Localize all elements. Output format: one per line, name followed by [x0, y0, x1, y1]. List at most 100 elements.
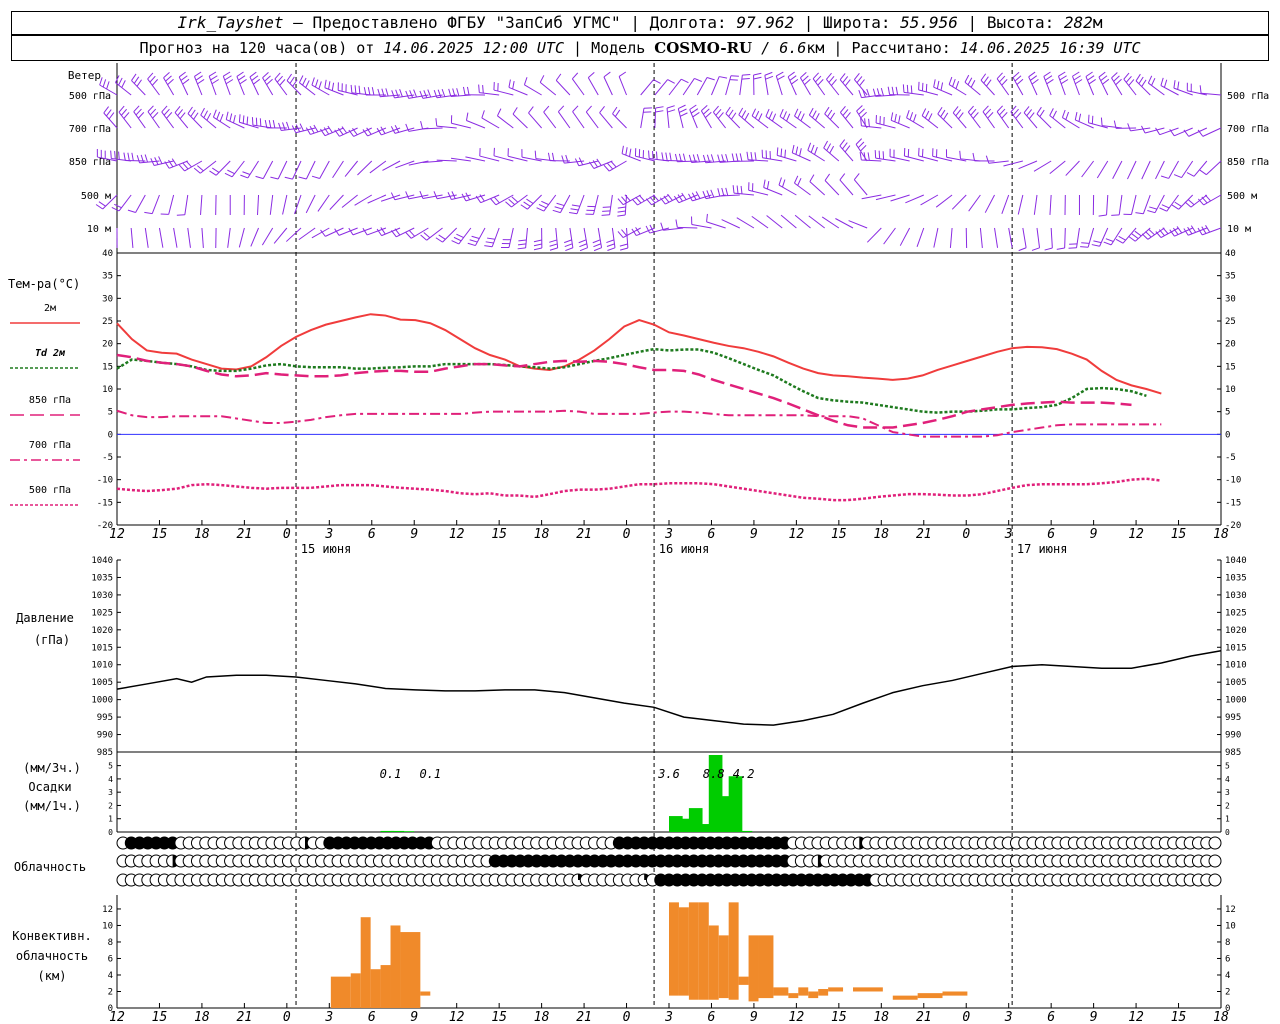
wind-barb-feather — [705, 111, 712, 119]
temp-y-label-left: -10 — [97, 476, 113, 486]
wind-barb — [1186, 82, 1207, 96]
wind-barb — [435, 227, 458, 243]
wind-barb-feather — [1046, 79, 1054, 85]
wind-barb-staff — [299, 82, 316, 96]
wind-barb — [521, 149, 542, 162]
wind-barb-feather — [485, 241, 494, 244]
wind-barb-staff — [311, 227, 330, 239]
wind-barb-staff — [622, 194, 641, 206]
wind-barb — [949, 227, 953, 248]
wind-barb — [933, 79, 953, 96]
wind-barb — [587, 71, 599, 96]
convective-hour-label: 9 — [410, 1010, 418, 1024]
wind-barb-feather — [286, 73, 293, 81]
wind-barb-feather — [423, 90, 428, 98]
latitude-label: Широта: — [823, 13, 891, 32]
wind-barb-feather — [496, 108, 502, 117]
wind-barb — [1127, 123, 1151, 132]
temp-series-line — [116, 477, 1162, 502]
wind-barb-feather — [1162, 227, 1169, 235]
wind-barb-feather — [815, 75, 822, 83]
wind-barb-feather — [151, 79, 159, 86]
wind-barb-staff — [102, 194, 118, 210]
wind-barb — [1049, 160, 1066, 175]
wind-barb — [1141, 227, 1165, 240]
wind-barb — [1012, 71, 1024, 96]
wind-barb-staff — [763, 187, 783, 196]
wind-barb-staff — [603, 76, 613, 96]
wind-barb-staff — [115, 82, 132, 96]
wind-barb-staff — [751, 215, 769, 229]
convective-bar — [738, 976, 749, 985]
wind-barb — [996, 105, 1010, 129]
wind-barb-feather — [1147, 75, 1153, 84]
wind-barb-feather — [481, 110, 485, 119]
wind-barb-staff — [329, 194, 344, 210]
wind-barb-feather — [894, 113, 897, 122]
wind-barb-feather — [768, 111, 773, 119]
wind-barb-feather — [678, 153, 682, 162]
wind-barb — [1169, 127, 1193, 137]
wind-barb-feather — [710, 189, 715, 198]
wind-barb-staff — [1160, 85, 1179, 96]
wind-barb — [193, 160, 217, 174]
wind-barb — [286, 73, 302, 96]
wind-barb — [725, 75, 739, 96]
wind-barb-staff — [497, 115, 514, 129]
precip-panel-title: Осадки — [28, 780, 71, 794]
wind-barb-feather — [680, 112, 688, 117]
convective-bar — [788, 993, 799, 999]
wind-barb-feather — [1028, 112, 1035, 120]
wind-barb — [751, 108, 769, 129]
wind-barb-staff — [583, 227, 589, 248]
wind-barb-feather — [512, 107, 518, 115]
wind-barb — [1023, 106, 1038, 129]
wind-barb-feather — [1183, 129, 1190, 137]
wind-barb-feather — [948, 76, 953, 85]
wind-barb-feather — [478, 84, 480, 93]
wind-barb — [731, 153, 754, 162]
wind-barb-feather — [469, 239, 478, 243]
wind-barb-feather — [1073, 75, 1081, 81]
wind-barb-staff — [555, 227, 559, 248]
wind-barb — [95, 194, 118, 210]
wind-barb-feather — [350, 84, 353, 93]
wind-barb-staff — [569, 227, 574, 248]
wind-barb-staff — [325, 227, 344, 237]
wind-barb-feather — [225, 79, 234, 85]
wind-barb-feather — [585, 105, 592, 113]
wind-barb-staff — [665, 194, 684, 205]
wind-barb-staff — [298, 227, 316, 241]
wind-barb — [766, 215, 783, 229]
wind-barb-feather — [227, 169, 235, 175]
wind-barb-feather — [691, 192, 697, 200]
wind-barb-feather — [1197, 227, 1203, 236]
wind-barb — [1147, 194, 1165, 214]
wind-barb-feather — [996, 105, 1004, 112]
wind-barb-staff — [465, 156, 486, 162]
temp-hour-label: 6 — [708, 527, 716, 542]
convective-hour-label: 0 — [623, 1010, 631, 1024]
wind-barb-feather — [1148, 228, 1155, 236]
header-forecast-bar: Прогноз на 120 часа(ов) от 14.06.2025 12… — [11, 35, 1269, 61]
convective-bar — [350, 973, 361, 1008]
pressure-y-label-right: 1005 — [1225, 678, 1247, 688]
precip-value-label: 3.6 — [657, 767, 680, 781]
convective-hour-label: 18 — [873, 1010, 889, 1024]
wind-barb — [1141, 125, 1165, 134]
wind-barb-feather — [797, 110, 802, 119]
wind-barb — [666, 105, 676, 129]
wind-barb-feather — [1088, 79, 1096, 85]
wind-barb — [753, 72, 762, 96]
wind-barb-feather — [689, 104, 697, 110]
wind-barb-staff — [794, 214, 811, 229]
convective-y-label-right: 10 — [1225, 921, 1236, 931]
wind-barb-feather — [652, 150, 654, 160]
wind-barb-staff — [236, 76, 245, 96]
wind-barb-staff — [133, 111, 146, 129]
wind-barb-feather — [1031, 78, 1039, 85]
wind-barb — [419, 190, 443, 199]
wind-barb — [329, 194, 344, 210]
wind-barb-feather — [490, 198, 497, 206]
